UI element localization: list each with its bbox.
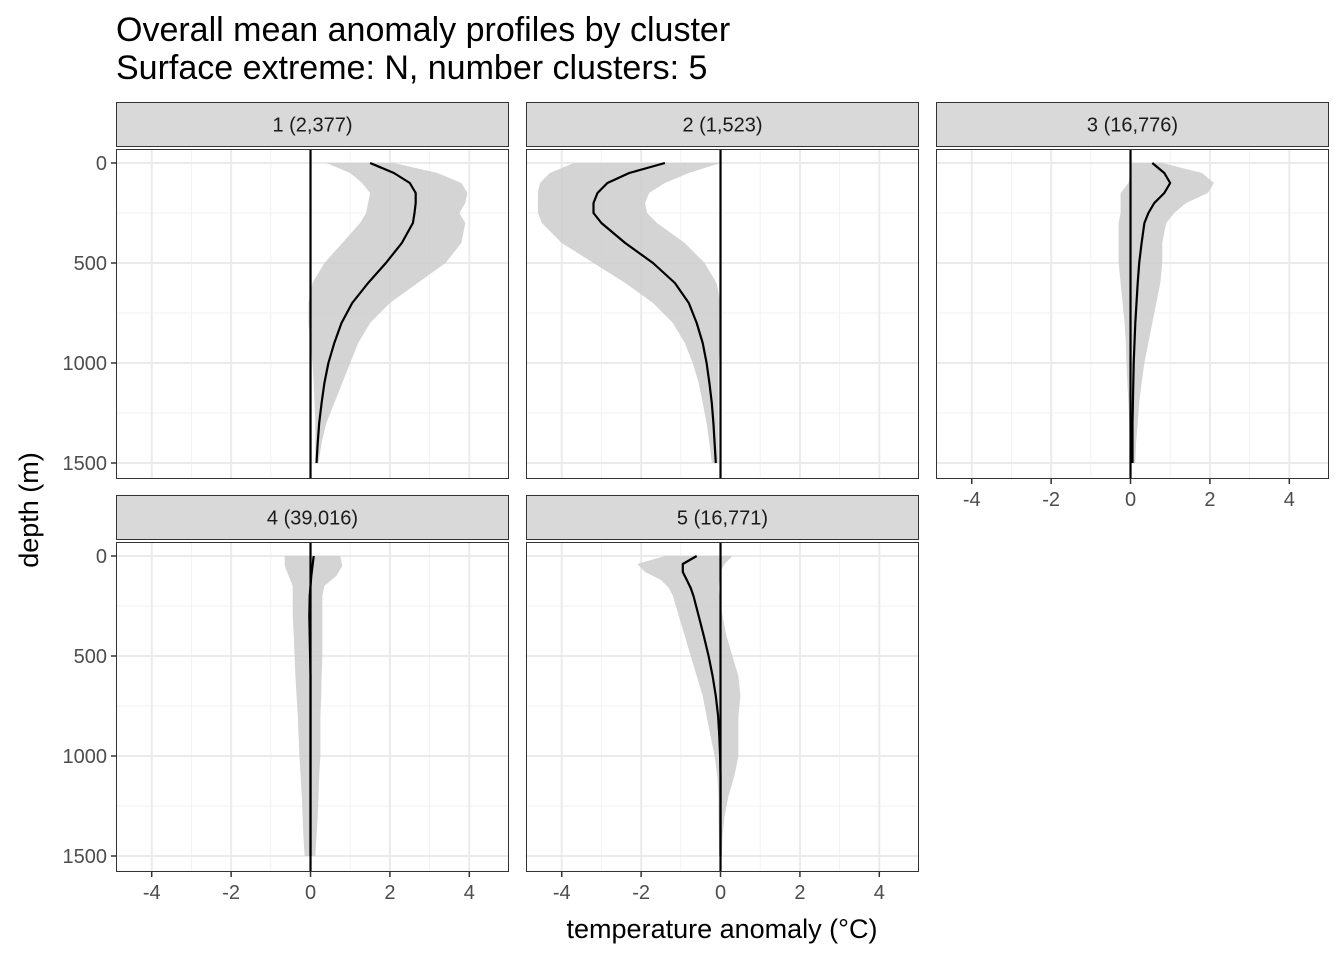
facet-panels: 1 (2,377) 0 500 1000 1500 2 (1,523) 3 (16,776)… [63,102,1329,904]
strip-label: 2 (1,523) [682,115,762,137]
strip-background [526,102,919,147]
x-tick-label: -4 [143,882,161,904]
mean-profile-line [592,161,717,464]
confidence-band [537,163,721,463]
x-tick-label: 4 [1284,489,1295,511]
panel-border [526,542,919,872]
mean-profile-line [308,555,315,856]
confidence-band [637,556,741,856]
x-tick-label: 2 [794,882,805,904]
panel-border [936,149,1329,479]
x-tick-label: 0 [715,882,726,904]
strip-background [116,102,509,147]
strip-background [936,102,1329,147]
strip-label: 4 (39,016) [267,508,358,530]
chart-subtitle: Surface extreme: N, number clusters: 5 [116,49,707,87]
x-tick-label: -4 [963,489,981,511]
y-tick-label: 1000 [63,353,108,375]
confidence-band [308,163,468,463]
panel-border [526,149,919,479]
strip-background [526,495,919,540]
x-tick-label: 4 [874,882,885,904]
y-axis-title: depth (m) [14,452,44,568]
panel-border [116,149,509,479]
y-tick-label: 1000 [63,746,108,768]
strip-label: 1 (2,377) [272,115,352,137]
y-tick-label: 1500 [63,453,108,475]
x-tick-label: -4 [553,882,571,904]
confidence-band [284,556,343,856]
chart-title: Overall mean anomaly profiles by cluster [116,11,730,49]
x-tick-label: -2 [222,882,240,904]
x-tick-label: 4 [464,882,475,904]
strip-background [116,495,509,540]
x-axis-title: temperature anomaly (°C) [567,914,878,944]
facet-panel-5: 5 (16,771) -4 -2 0 2 4 [526,495,919,904]
mean-profile-line [1131,162,1172,463]
facet-panel-2: 2 (1,523) [526,102,919,479]
mean-profile-line [315,161,417,464]
strip-label: 3 (16,776) [1087,115,1178,137]
y-tick-label: 500 [74,253,107,275]
x-tick-label: -2 [1042,489,1060,511]
y-tick-label: 0 [96,153,107,175]
y-tick-label: 1500 [63,846,108,868]
x-tick-label: -2 [632,882,650,904]
x-tick-label: 2 [1204,489,1215,511]
x-tick-label: 0 [1125,489,1136,511]
mean-profile-line [681,555,722,856]
facet-panel-4: 4 (39,016) 0 500 1000 1500 -4 -2 0 2 4 [63,495,509,904]
facet-panel-3: 3 (16,776) -4 -2 0 2 4 [936,102,1329,511]
strip-label: 5 (16,771) [677,508,768,530]
facet-panel-1: 1 (2,377) 0 500 1000 1500 [63,102,509,479]
panel-border [116,542,509,872]
x-tick-label: 2 [384,882,395,904]
x-tick-label: 0 [305,882,316,904]
y-tick-label: 0 [96,546,107,568]
y-tick-label: 500 [74,646,107,668]
